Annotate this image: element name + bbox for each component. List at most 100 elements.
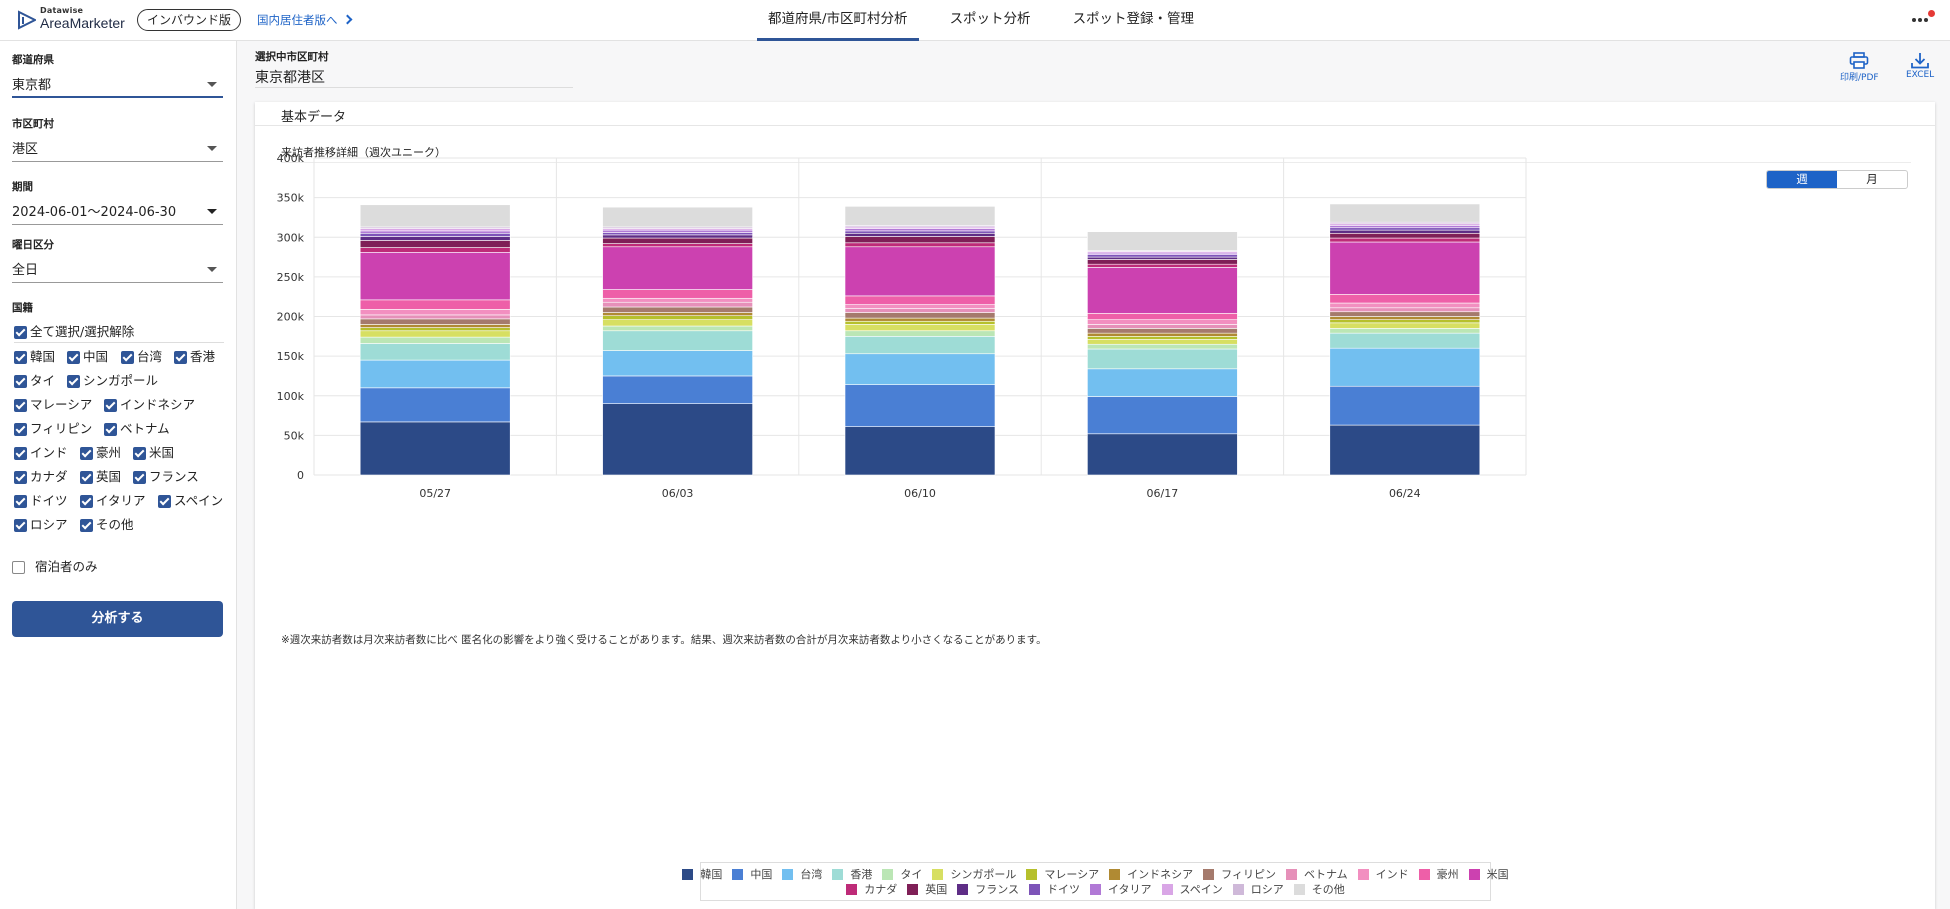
nationality-checkbox[interactable]: 米国	[133, 442, 174, 461]
bar-segment[interactable]	[359, 327, 511, 332]
bar-segment[interactable]	[1329, 302, 1481, 309]
bar-segment[interactable]	[602, 319, 753, 327]
legend-item[interactable]: ベトナム	[1285, 866, 1348, 882]
bar-segment[interactable]	[602, 312, 753, 317]
period-select[interactable]: 2024-06-01〜2024-06-30	[12, 201, 223, 225]
bar-segment[interactable]	[359, 314, 511, 320]
legend-item[interactable]: インド	[1357, 866, 1409, 882]
bar-segment[interactable]	[602, 403, 753, 476]
legend-item[interactable]: カナダ	[846, 881, 897, 897]
bar-segment[interactable]	[1329, 385, 1481, 426]
legend-item[interactable]: イタリア	[1089, 881, 1152, 897]
bar-segment[interactable]	[359, 309, 511, 316]
bar-segment[interactable]	[602, 243, 753, 248]
bar-segment[interactable]	[1329, 225, 1481, 229]
bar-segment[interactable]	[359, 421, 511, 476]
bar-segment[interactable]	[602, 330, 753, 351]
bar-segment[interactable]	[359, 247, 511, 253]
legend-item[interactable]: シンガポール	[932, 866, 1016, 882]
bar-segment[interactable]	[844, 308, 996, 313]
daytype-select[interactable]: 全日	[12, 259, 223, 283]
bar-segment[interactable]	[602, 375, 753, 404]
more-menu-icon[interactable]	[1912, 10, 1935, 27]
legend-item[interactable]: タイ	[882, 866, 922, 882]
bar-segment[interactable]	[602, 206, 753, 228]
bar-segment[interactable]	[359, 330, 511, 338]
bar-segment[interactable]	[359, 299, 511, 310]
nationality-checkbox[interactable]: イタリア	[80, 490, 146, 509]
bar-segment[interactable]	[359, 228, 511, 232]
bar-segment[interactable]	[602, 246, 753, 290]
bar-segment[interactable]	[1087, 336, 1238, 340]
bar-segment[interactable]	[602, 325, 753, 332]
bar-segment[interactable]	[844, 336, 996, 355]
bar-segment[interactable]	[1329, 229, 1481, 234]
bar-segment[interactable]	[1329, 319, 1481, 324]
bar-segment[interactable]	[359, 252, 511, 301]
nationality-checkbox[interactable]: インドネシア	[104, 394, 195, 413]
nationality-checkbox[interactable]: フランス	[133, 466, 199, 485]
bar-segment[interactable]	[602, 350, 753, 377]
nationality-checkbox[interactable]: 台湾	[121, 346, 162, 365]
print-pdf-button[interactable]: 印刷/PDF	[1840, 52, 1879, 83]
nationality-checkbox[interactable]: 英国	[80, 466, 121, 485]
bar-segment[interactable]	[1087, 332, 1238, 337]
bar-segment[interactable]	[844, 206, 996, 226]
legend-item[interactable]: 中国	[732, 866, 772, 882]
legend-item[interactable]: 英国	[907, 881, 947, 897]
bar-segment[interactable]	[1329, 227, 1481, 231]
bar-segment[interactable]	[844, 330, 996, 337]
nationality-checkbox[interactable]: インド	[14, 442, 68, 461]
bar-segment[interactable]	[1329, 203, 1481, 223]
bar-segment[interactable]	[1087, 343, 1238, 350]
nationality-checkbox[interactable]: シンガポール	[67, 370, 158, 389]
bar-segment[interactable]	[844, 312, 996, 319]
bar-segment[interactable]	[359, 204, 511, 228]
nationality-checkbox[interactable]: 韓国	[14, 346, 55, 365]
bar-segment[interactable]	[1329, 322, 1481, 329]
excel-export-button[interactable]: EXCEL	[1906, 52, 1934, 80]
bar-segment[interactable]	[1087, 263, 1238, 268]
nationality-checkbox[interactable]: 豪州	[80, 442, 121, 461]
bar-segment[interactable]	[844, 353, 996, 385]
bar-segment[interactable]	[1087, 254, 1238, 258]
bar-segment[interactable]	[844, 246, 996, 297]
bar-segment[interactable]	[359, 232, 511, 237]
tab-prefecture-city-analysis[interactable]: 都道府県/市区町村分析	[757, 0, 919, 41]
toggle-week[interactable]: 週	[1767, 171, 1837, 188]
legend-item[interactable]: 香港	[832, 866, 872, 882]
bar-segment[interactable]	[602, 297, 753, 303]
nationality-checkbox[interactable]: ドイツ	[14, 490, 68, 509]
bar-segment[interactable]	[1329, 237, 1481, 243]
domestic-version-link[interactable]: 国内居住者版へ	[257, 12, 352, 28]
legend-item[interactable]: フィリピン	[1203, 866, 1276, 882]
legend-item[interactable]: その他	[1293, 881, 1345, 897]
bar-segment[interactable]	[1087, 433, 1238, 476]
bar-segment[interactable]	[1087, 259, 1238, 265]
bar-segment[interactable]	[1329, 328, 1481, 334]
legend-item[interactable]: 豪州	[1418, 866, 1459, 882]
bar-segment[interactable]	[1329, 232, 1481, 239]
bar-segment[interactable]	[844, 304, 996, 309]
legend-item[interactable]: 韓国	[682, 866, 722, 882]
bar-segment[interactable]	[1087, 396, 1238, 435]
prefecture-select[interactable]: 東京都	[12, 74, 223, 98]
bar-segment[interactable]	[844, 324, 996, 332]
bar-segment[interactable]	[602, 232, 753, 236]
nationality-checkbox[interactable]: フィリピン	[14, 418, 92, 437]
bar-segment[interactable]	[844, 426, 996, 476]
nationality-checkbox[interactable]: スペイン	[158, 490, 223, 509]
bar-segment[interactable]	[1087, 313, 1238, 320]
bar-segment[interactable]	[1087, 328, 1238, 334]
bar-segment[interactable]	[602, 289, 753, 299]
nationality-checkbox[interactable]: タイ	[14, 370, 55, 389]
nationality-checkbox[interactable]: ロシア	[14, 514, 68, 533]
bar-segment[interactable]	[1087, 231, 1238, 252]
city-select[interactable]: 港区	[12, 138, 223, 162]
bar-segment[interactable]	[844, 320, 996, 325]
bar-segment[interactable]	[359, 359, 511, 389]
bar-segment[interactable]	[1087, 348, 1238, 370]
nationality-checkbox[interactable]: ベトナム	[104, 418, 170, 437]
legend-item[interactable]: ロシア	[1232, 881, 1284, 897]
lodging-only-checkbox[interactable]: 宿泊者のみ	[12, 556, 98, 575]
